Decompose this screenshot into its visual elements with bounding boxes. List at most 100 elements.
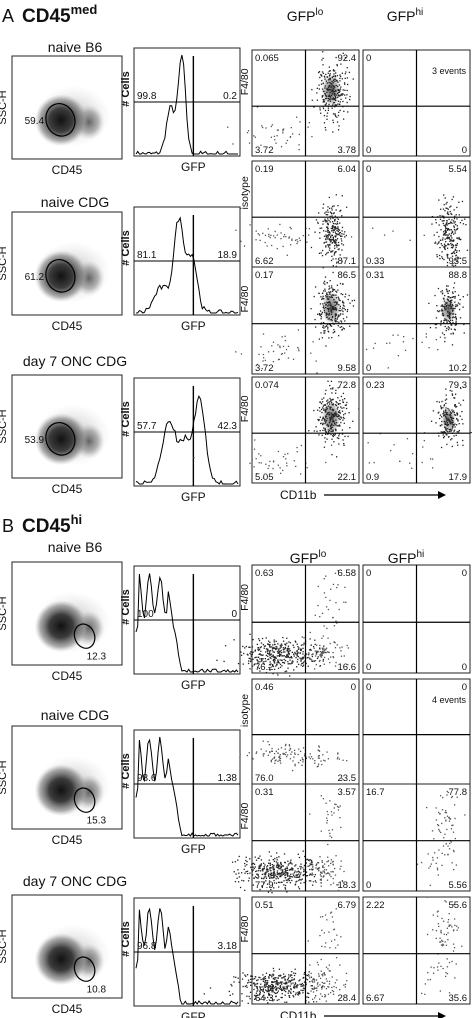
event-dot bbox=[318, 88, 320, 90]
event-dot bbox=[326, 980, 328, 982]
event-dot bbox=[242, 972, 244, 974]
event-dot bbox=[254, 976, 256, 978]
event-dot bbox=[242, 985, 244, 988]
event-dot bbox=[338, 443, 340, 445]
event-dot bbox=[323, 871, 325, 873]
event-dot bbox=[403, 335, 405, 338]
event-dot bbox=[335, 297, 338, 299]
event-dot bbox=[454, 215, 456, 217]
event-dot bbox=[263, 873, 265, 875]
event-dot bbox=[442, 943, 444, 945]
event-dot bbox=[317, 861, 319, 864]
event-dot bbox=[411, 467, 413, 469]
quadrant-top-left-value: 16.7 bbox=[366, 787, 385, 798]
event-dot bbox=[290, 868, 292, 870]
event-dot bbox=[445, 227, 447, 230]
event-dot bbox=[331, 307, 334, 310]
event-dot bbox=[278, 988, 280, 990]
event-dot bbox=[324, 651, 326, 654]
event-dot bbox=[443, 435, 446, 438]
event-dot bbox=[442, 944, 445, 946]
density-x-label: CD45 bbox=[52, 319, 83, 333]
population-core bbox=[441, 296, 457, 323]
event-dot bbox=[300, 658, 302, 660]
event-dot bbox=[344, 83, 346, 85]
event-dot bbox=[330, 430, 332, 432]
event-dot bbox=[321, 337, 324, 339]
event-dot bbox=[339, 425, 341, 427]
event-dot bbox=[244, 865, 246, 867]
event-dot bbox=[288, 650, 290, 652]
event-dot bbox=[343, 984, 345, 986]
event-dot bbox=[445, 302, 448, 304]
event-dot bbox=[340, 421, 342, 424]
event-dot bbox=[276, 646, 278, 648]
event-dot bbox=[458, 423, 460, 425]
event-dot bbox=[440, 310, 443, 312]
event-dot bbox=[337, 228, 340, 231]
event-dot bbox=[451, 319, 454, 322]
event-dot bbox=[280, 862, 282, 864]
event-dot bbox=[436, 915, 439, 917]
quadrant-top-left-value: 0 bbox=[366, 53, 371, 64]
event-dot bbox=[470, 431, 472, 434]
event-dot bbox=[330, 325, 333, 327]
event-dot bbox=[335, 241, 337, 244]
event-dot bbox=[294, 763, 296, 766]
quadrant-bottom-left-value: 3.72 bbox=[255, 145, 274, 156]
event-dot bbox=[454, 404, 456, 406]
event-dot bbox=[256, 987, 258, 989]
event-dot bbox=[289, 985, 291, 987]
event-dot bbox=[328, 291, 330, 293]
event-dot bbox=[336, 622, 338, 624]
event-dot bbox=[277, 652, 279, 654]
gate-value: 12.3 bbox=[87, 652, 107, 663]
event-dot bbox=[261, 126, 264, 129]
event-dot bbox=[298, 876, 301, 878]
event-dot bbox=[447, 921, 449, 923]
event-dot bbox=[290, 979, 292, 981]
event-dot bbox=[268, 994, 270, 996]
event-dot bbox=[441, 308, 443, 310]
event-dot bbox=[344, 293, 347, 295]
event-dot bbox=[332, 398, 334, 401]
event-dot bbox=[283, 988, 285, 990]
event-dot bbox=[308, 865, 311, 867]
event-dot bbox=[284, 352, 286, 354]
event-dot bbox=[450, 301, 452, 304]
event-dot bbox=[328, 285, 330, 287]
event-dot bbox=[346, 980, 348, 982]
event-dot bbox=[451, 291, 454, 293]
event-dot bbox=[322, 82, 324, 84]
event-dot bbox=[443, 233, 445, 235]
event-dot bbox=[286, 465, 288, 467]
event-dot bbox=[305, 862, 307, 864]
event-dot bbox=[278, 648, 280, 650]
event-dot bbox=[310, 644, 312, 646]
quadrant-bottom-left-value: 76.2 bbox=[255, 662, 274, 673]
event-dot bbox=[310, 308, 312, 310]
event-dot bbox=[337, 316, 339, 318]
event-dot bbox=[449, 429, 451, 431]
event-dot bbox=[318, 869, 320, 871]
event-dot bbox=[331, 986, 333, 989]
event-dot bbox=[250, 978, 252, 981]
event-dot bbox=[279, 663, 282, 665]
event-dot bbox=[337, 753, 339, 755]
event-dot bbox=[321, 612, 324, 615]
event-dot bbox=[284, 744, 287, 747]
event-dot bbox=[271, 987, 274, 989]
event-dot bbox=[262, 988, 265, 991]
event-dot bbox=[315, 219, 318, 221]
event-dot bbox=[288, 863, 290, 865]
event-dot bbox=[349, 427, 351, 429]
quadrant-y-label: F4/80 bbox=[239, 803, 251, 830]
event-dot bbox=[311, 861, 313, 864]
event-dot bbox=[282, 752, 284, 755]
event-dot bbox=[300, 649, 302, 652]
event-dot bbox=[448, 820, 451, 822]
event-dot bbox=[326, 226, 328, 228]
event-dot bbox=[281, 352, 284, 355]
event-dot bbox=[314, 643, 316, 646]
event-dot bbox=[276, 875, 278, 877]
